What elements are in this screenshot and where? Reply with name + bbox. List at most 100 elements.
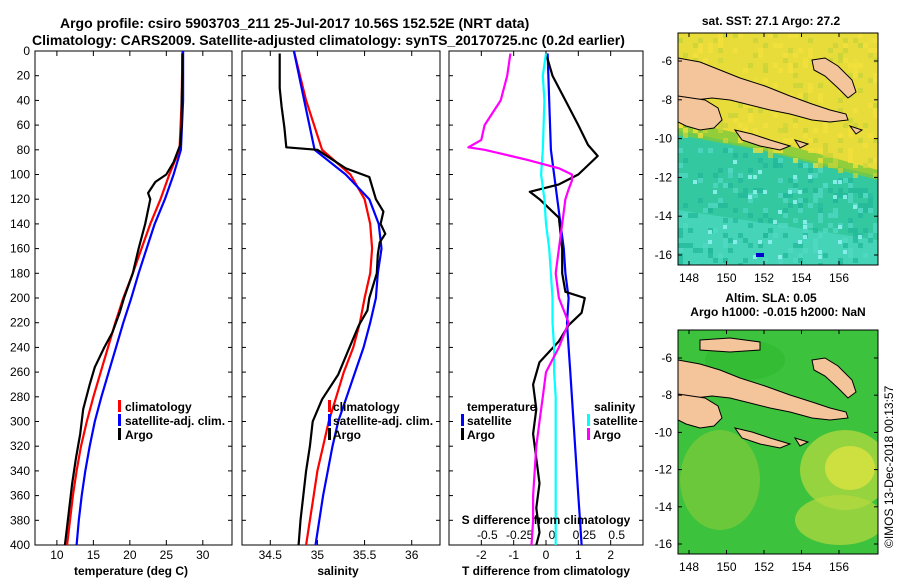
sla-map-axes: -6 -8 -10 -12 -14 -16 148 150 152 154 156	[655, 330, 878, 574]
depth-tick-label: 60	[17, 118, 31, 132]
depth-tick-label: 220	[10, 316, 30, 330]
legend-satellite: satellite-adj. clim.	[333, 414, 433, 428]
x-tick-label: 10	[50, 548, 64, 562]
lon-tick-label: 148	[679, 271, 699, 285]
x-tick-label: 25	[160, 548, 174, 562]
x-tick-label: 20	[123, 548, 137, 562]
lat-tick-label: -16	[655, 248, 673, 262]
legend-swatch-climatology	[118, 400, 121, 412]
series-line-temperature-satellite	[546, 53, 583, 545]
legend-swatch-argo	[328, 428, 331, 440]
lat-tick-label: -14	[655, 500, 673, 514]
temperature-panel-frame	[34, 50, 233, 546]
lon-tick-label: 156	[829, 271, 849, 285]
depth-tick-label: 380	[10, 513, 30, 527]
legend-swatch-t-satellite	[461, 414, 464, 426]
series-line-satellite-adj-clim-	[292, 51, 383, 545]
lon-tick-label: 150	[716, 560, 736, 574]
difference-axis: -2 -1 0 1 2 -0.5 -0.25 0 0.25 0.5	[476, 51, 625, 562]
depth-tick-label: 120	[10, 192, 30, 206]
salinity-legend: climatology satellite-adj. clim. Argo	[328, 400, 433, 442]
series-line-temperature-argo	[528, 53, 599, 545]
depth-tick-label: 400	[10, 538, 30, 552]
lat-tick-label: -14	[655, 209, 673, 223]
credit-text: ©IMOS 13-Dec-2018 00:13:57	[882, 385, 896, 548]
depth-tick-label: 80	[17, 143, 31, 157]
s-difference-label: S difference from climatology	[462, 513, 631, 527]
x-tick-label: 35.5	[353, 548, 377, 562]
lat-tick-label: -8	[661, 388, 672, 402]
depth-tick-label: 40	[17, 93, 31, 107]
legend-s-satellite: satellite	[593, 414, 638, 428]
s-tick-label: 0	[549, 528, 556, 542]
land-island	[811, 357, 857, 399]
legend-climatology: climatology	[125, 400, 192, 414]
depth-tick-label: 160	[10, 242, 30, 256]
lon-tick-label: 156	[829, 560, 849, 574]
sst-map	[678, 33, 878, 265]
series-line-salinity-satellite	[539, 53, 557, 545]
legend-swatch-s-satellite	[587, 414, 590, 426]
x-tick-label: -1	[508, 548, 519, 562]
s-tick-label: 0.5	[608, 528, 625, 542]
temperature-lines	[63, 51, 185, 545]
salinity-panel-frame	[241, 50, 441, 546]
legend-swatch-satellite	[118, 414, 121, 426]
lat-tick-label: -10	[655, 132, 673, 146]
legend-argo: Argo	[125, 428, 153, 442]
temperature-axis: 10 15 20 25 30	[50, 51, 210, 562]
difference-lines	[467, 53, 599, 545]
depth-tick-label: 360	[10, 489, 30, 503]
sla-map-title-1: Altim. SLA: 0.05	[725, 291, 817, 305]
land-archipelago	[733, 427, 810, 449]
lon-tick-label: 148	[679, 560, 699, 574]
legend-climatology: climatology	[333, 400, 400, 414]
legend-swatch-t-argo	[461, 428, 464, 440]
s-tick-label: 0.25	[573, 528, 597, 542]
x-tick-label: -2	[476, 548, 487, 562]
legend-s-argo: Argo	[593, 428, 621, 442]
legend-swatch-satellite	[328, 414, 331, 426]
lon-tick-label: 150	[716, 271, 736, 285]
lon-tick-label: 154	[791, 271, 811, 285]
depth-axis: 0 20 40 60 80 100 120 140 160 180 200 220 240 260 280 3…	[10, 44, 643, 552]
series-line-salinity-argo	[467, 53, 574, 545]
lon-tick-label: 154	[791, 560, 811, 574]
difference-legend: temperature satellite Argo salinity sate…	[461, 400, 638, 442]
sla-map	[678, 330, 878, 554]
x-tick-label: 34.5	[259, 548, 283, 562]
difference-panel-frame	[448, 50, 644, 546]
s-tick-label: -0.25	[506, 528, 534, 542]
depth-tick-label: 260	[10, 365, 30, 379]
legend-satellite: satellite-adj. clim.	[125, 414, 225, 428]
depth-tick-label: 200	[10, 291, 30, 305]
sst-map-axes: -6 -8 -10 -12 -14 -16 148 150 152 154 156	[655, 33, 878, 285]
argo-position-marker	[756, 253, 764, 257]
depth-tick-label: 0	[23, 44, 30, 58]
legend-t-argo: Argo	[467, 428, 495, 442]
legend-salinity-title: salinity	[594, 400, 636, 414]
legend-t-satellite: satellite	[467, 414, 512, 428]
legend-swatch-climatology	[328, 400, 331, 412]
x-tick-label: 2	[607, 548, 614, 562]
land-new-guinea	[678, 57, 849, 123]
lat-tick-label: -8	[661, 93, 672, 107]
depth-tick-label: 300	[10, 415, 30, 429]
depth-tick-label: 20	[17, 69, 31, 83]
x-tick-label: 0	[543, 548, 550, 562]
x-tick-label: 15	[87, 548, 101, 562]
depth-tick-label: 100	[10, 168, 30, 182]
salinity-lines	[278, 51, 387, 545]
legend-temperature-title: temperature	[467, 400, 537, 414]
legend-swatch-s-argo	[587, 428, 590, 440]
lat-tick-label: -6	[661, 351, 672, 365]
lat-tick-label: -10	[655, 425, 673, 439]
sla-map-title-2: Argo h1000: -0.015 h2000: NaN	[690, 305, 865, 319]
temperature-xlabel: temperature (deg C)	[74, 564, 188, 578]
difference-xlabel: T difference from climatology	[462, 564, 630, 578]
x-tick-label: 36	[405, 548, 419, 562]
legend-swatch-argo	[118, 428, 121, 440]
legend-argo: Argo	[333, 428, 361, 442]
lon-tick-label: 152	[754, 560, 774, 574]
